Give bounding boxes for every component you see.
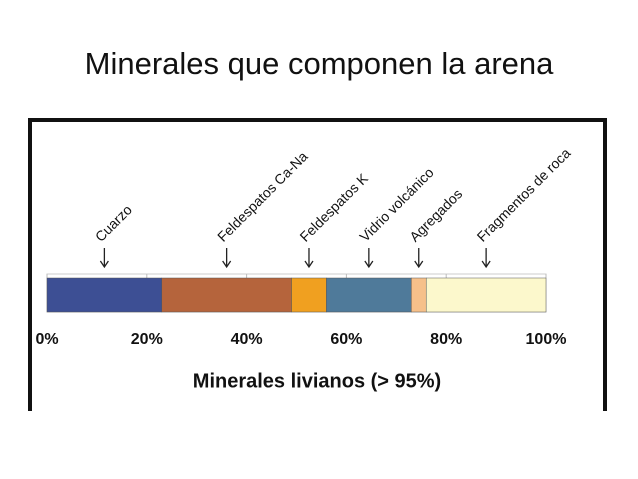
bar-segment bbox=[411, 277, 427, 313]
frame-right bbox=[603, 118, 607, 411]
arrow bbox=[304, 248, 314, 269]
segment-label: Cuarzo bbox=[92, 201, 135, 244]
x-tick-label: 20% bbox=[131, 331, 163, 348]
frame-left bbox=[28, 118, 32, 411]
segment-label: Feldespatos Ca-Na bbox=[214, 148, 311, 245]
x-tick-label: 0% bbox=[35, 331, 58, 348]
bar-segment bbox=[46, 277, 163, 313]
arrow bbox=[414, 248, 424, 269]
arrow bbox=[364, 248, 374, 269]
bar-segment bbox=[326, 277, 412, 313]
x-tick-label: 80% bbox=[430, 331, 462, 348]
segment-label: Fragmentos de roca bbox=[474, 145, 574, 245]
arrow bbox=[222, 248, 232, 269]
x-tick-label: 100% bbox=[526, 331, 567, 348]
x-tick-label: 40% bbox=[231, 331, 263, 348]
arrow bbox=[99, 248, 109, 269]
slide-title: Minerales que componen la arena bbox=[85, 46, 554, 81]
frame-top bbox=[28, 118, 607, 122]
arrow bbox=[481, 248, 491, 269]
x-tick-label: 60% bbox=[330, 331, 362, 348]
bar-segment bbox=[425, 277, 547, 313]
x-axis-label: Minerales livianos (> 95%) bbox=[193, 370, 441, 392]
bar-segment bbox=[291, 277, 327, 313]
bar-segment bbox=[161, 277, 292, 313]
